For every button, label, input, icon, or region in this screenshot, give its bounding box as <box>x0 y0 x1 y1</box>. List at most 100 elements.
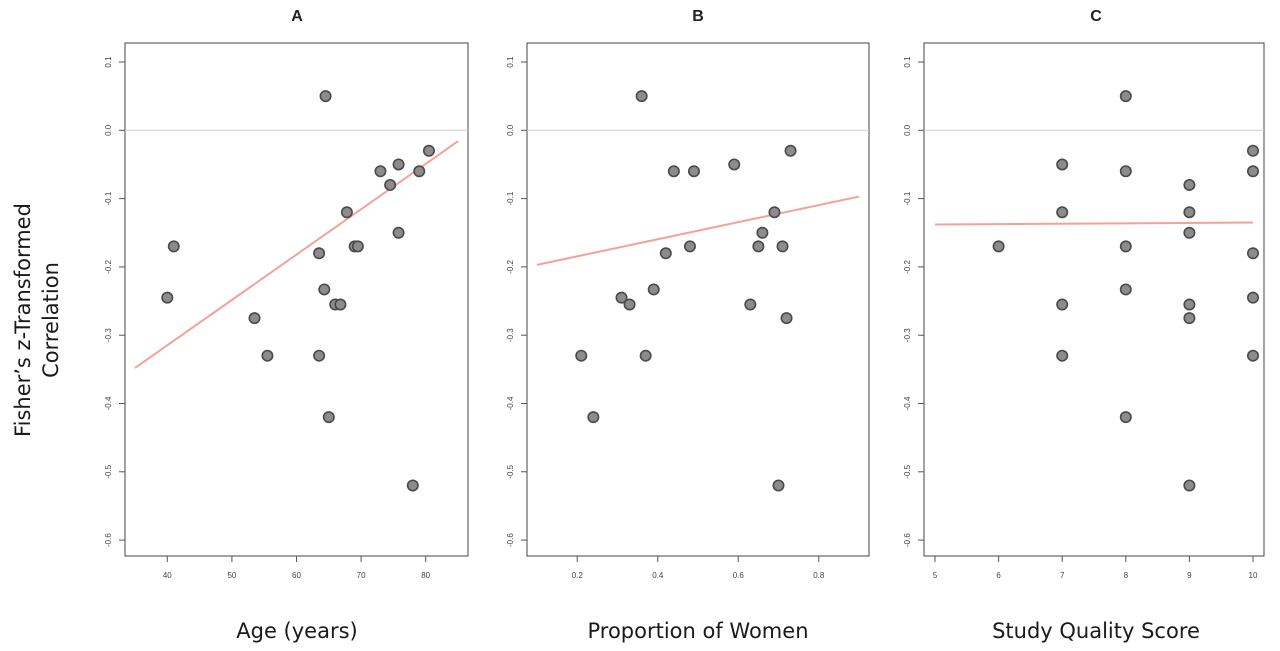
panel-a-data-point <box>313 247 326 260</box>
panel-c-x-tick-label: 6 <box>996 571 1001 580</box>
panel-c-y-tick-label: -0.1 <box>903 191 912 205</box>
panel-c-data-point <box>1056 298 1069 311</box>
panel-b-data-point <box>772 479 785 492</box>
panel-c-y-tick-label: -0.2 <box>903 259 912 273</box>
panel-b-x-tick-label: 0.6 <box>733 571 745 580</box>
panel-c-scatter: C Study Quality Score 0.1 0.0 -0.1 -0.2 -0.3… <box>903 8 1265 643</box>
panel-a-x-tick-label: 60 <box>292 571 301 580</box>
panel-a-y-tick-label: -0.3 <box>104 328 113 342</box>
panel-a-data-point <box>340 206 353 219</box>
panel-b-data-point <box>752 240 765 253</box>
panel-c-data-point <box>1183 206 1196 219</box>
panel-a-data-point <box>351 240 364 253</box>
panel-a-y-tick-label: 0.1 <box>104 56 113 68</box>
panel-b-plot-frame <box>526 42 870 557</box>
panel-c-y-tick-label: -0.5 <box>903 464 912 478</box>
panel-a-data-point <box>392 158 405 171</box>
panel-a-data-point <box>413 165 426 178</box>
panel-a-data-point <box>422 144 435 157</box>
panel-b-data-point <box>623 298 636 311</box>
panel-a-y-tick-label: -0.1 <box>104 191 113 205</box>
panel-b-y-tick-label: 0.1 <box>506 56 515 68</box>
panel-a-data-point <box>319 90 332 103</box>
panel-c-x-tick-label: 8 <box>1124 571 1129 580</box>
panel-c-data-point <box>1183 479 1196 492</box>
panel-b-data-point <box>639 349 652 362</box>
panel-b-y-tick-label: -0.2 <box>506 259 515 273</box>
panel-c-plot-frame <box>923 42 1265 557</box>
panel-a-data-point <box>261 349 274 362</box>
panel-b-data-point <box>647 283 660 296</box>
panel-b-fit-line <box>536 195 860 266</box>
panel-c-y-tick-label: -0.3 <box>903 328 912 342</box>
panel-b-data-point <box>756 226 769 239</box>
panel-a-y-tick-label: -0.5 <box>104 464 113 478</box>
panel-b-data-point <box>744 298 757 311</box>
panel-a-data-point <box>374 165 387 178</box>
panel-c-x-axis-label: Study Quality Score <box>992 619 1200 643</box>
panel-a-data-point <box>248 312 261 325</box>
panel-c-data-point <box>1247 165 1260 178</box>
panel-b-y-tick-label: -0.3 <box>506 328 515 342</box>
panel-c-data-point <box>1247 349 1260 362</box>
panel-c-data-point <box>1183 226 1196 239</box>
y-axis-label-line-2: Correlation <box>39 262 63 378</box>
panel-b-title: B <box>692 8 704 25</box>
panel-c-data-point <box>1247 144 1260 157</box>
panel-c-data-point <box>1119 411 1132 424</box>
panel-c-y-tick-label: -0.6 <box>903 533 912 547</box>
panel-a-x-axis-label: Age (years) <box>236 619 357 643</box>
panel-c-data-point <box>1056 158 1069 171</box>
panel-b-x-tick-label: 0.2 <box>572 571 584 580</box>
panel-c-fit-line <box>934 221 1254 226</box>
panel-b-data-point <box>687 165 700 178</box>
panel-b-y-tick-label: -0.1 <box>506 191 515 205</box>
panel-b-data-point <box>615 291 628 304</box>
panel-b-y-tick-label: 0.0 <box>506 124 515 136</box>
panel-b-data-point <box>683 240 696 253</box>
panel-c-data-point <box>1119 90 1132 103</box>
panel-a-data-point <box>334 298 347 311</box>
panel-c-data-point <box>1247 247 1260 260</box>
panel-c-data-point <box>1183 298 1196 311</box>
panel-a-data-point <box>167 240 180 253</box>
panel-b-data-point <box>780 312 793 325</box>
panel-c-data-point <box>1247 291 1260 304</box>
panel-a-title: A <box>291 8 303 25</box>
panel-a-data-point <box>322 411 335 424</box>
panel-b-x-axis-label: Proportion of Women <box>587 619 808 643</box>
panel-a-data-point <box>392 226 405 239</box>
panel-c-x-tick-label: 10 <box>1249 571 1258 580</box>
panel-b-x-tick-label: 0.8 <box>813 571 825 580</box>
y-axis-label-line-1: Fisher’s z-Transformed <box>11 203 35 437</box>
panel-a-x-tick-label: 50 <box>227 571 236 580</box>
panel-a-data-point <box>313 349 326 362</box>
panel-a-y-tick-label: 0.0 <box>104 124 113 136</box>
panel-a-x-tick-label: 80 <box>421 571 430 580</box>
panel-c-y-tick-label: 0.0 <box>903 124 912 136</box>
panel-a-data-point <box>384 178 397 191</box>
panel-b-data-point <box>728 158 741 171</box>
panel-b-data-point <box>784 144 797 157</box>
panel-c-data-point <box>1119 283 1132 296</box>
panel-a-x-tick-label: 40 <box>163 571 172 580</box>
panel-a-scatter: A Age (years) 0.1 0.0 -0.1 -0.2 -0.3 -0.4 -0.5… <box>104 8 469 643</box>
panel-b-y-tick-label: -0.6 <box>506 533 515 547</box>
panel-c-title: C <box>1090 8 1102 25</box>
panel-c-data-point <box>1183 312 1196 325</box>
panel-a-plot-frame <box>124 42 469 557</box>
panel-b-y-tick-label: -0.4 <box>506 396 515 410</box>
panel-c-y-tick-label: -0.4 <box>903 396 912 410</box>
panel-a-data-point <box>318 283 331 296</box>
panel-a-y-tick-label: -0.4 <box>104 396 113 410</box>
panel-b-data-point <box>659 247 672 260</box>
panel-c-x-tick-label: 7 <box>1060 571 1065 580</box>
panel-a-y-tick-label: -0.6 <box>104 533 113 547</box>
panel-b-x-tick-label: 0.4 <box>652 571 664 580</box>
panel-c-data-point <box>1119 165 1132 178</box>
panel-c-data-point <box>1056 349 1069 362</box>
panel-b-data-point <box>587 411 600 424</box>
panel-a-x-tick-label: 70 <box>357 571 366 580</box>
panel-b-data-point <box>768 206 781 219</box>
